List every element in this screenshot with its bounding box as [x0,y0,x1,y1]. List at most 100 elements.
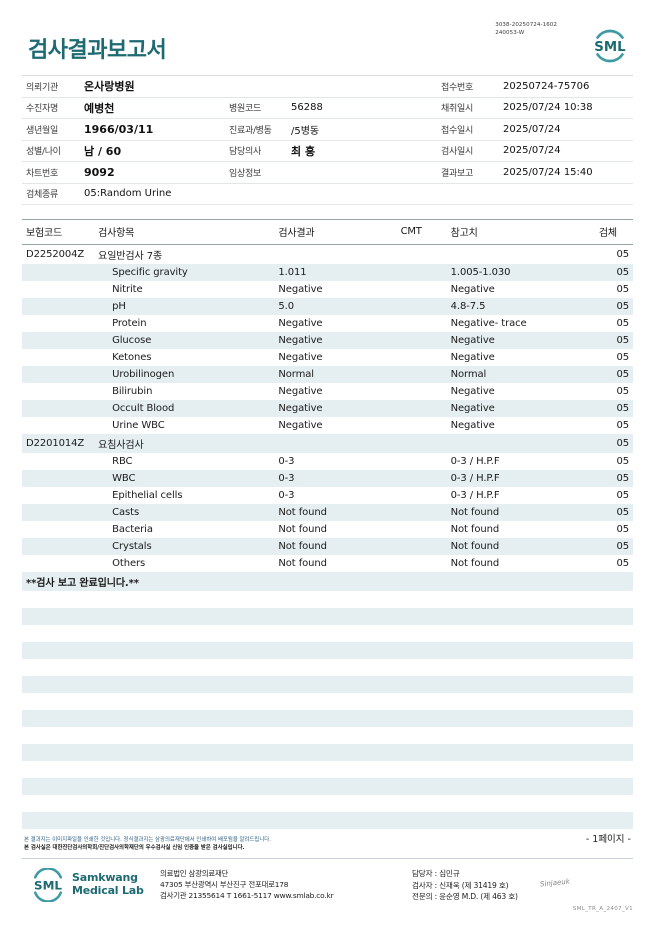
disclaimer-block: 본 결과지는 이미지파일을 인쇄한 것입니다. 정식결과지는 삼광의료재단에서 … [24,836,271,852]
cell-reference: Not found [450,524,500,535]
cell-blank [598,812,633,829]
barcode-number-block: 3038-20250724-1602 240053-W [495,22,557,37]
table-row: Casts Not found Not found 05 [22,504,633,521]
cell-cmt [400,298,439,315]
table-row-blank [22,608,633,625]
cell-cmt [400,504,439,521]
cell-blank [599,591,633,608]
cell-blank [401,591,439,608]
cell-blank [438,676,599,693]
cell-reference: 4.8-7.5 [438,298,599,315]
table-row-blank [22,676,633,693]
cell-blank [439,659,599,676]
cell-code [22,281,98,298]
disclaimer-line-1: 본 결과지는 이미지파일을 인쇄한 것입니다. 정식결과지는 삼광의료재단에서 … [24,837,271,843]
cell-blank [438,642,599,659]
info-row: 의뢰기관 온사랑병원 접수번호 20250724-75706 [22,76,633,98]
patient-info-block: 의뢰기관 온사랑병원 접수번호 20250724-75706 수진자명 예병천 … [22,75,633,205]
table-row: D2252004Z 요일반검사 7종 05 [22,245,633,265]
cell-blank [278,829,400,846]
cell-blank [98,676,279,693]
cell-blank [98,761,278,778]
cell-result: Negative [278,420,323,431]
cell-item: Urine WBC [112,420,165,431]
staff-handler: 담당자 : 심민규 [412,869,460,878]
info-value-department-ward: /5병동 [291,125,320,137]
cell-blank [22,778,99,795]
cell-blank [400,608,439,625]
cell-cmt [401,281,439,298]
table-row: Urobilinogen Normal Normal 05 [22,366,633,383]
table-row-blank [22,812,633,829]
info-label-clinical-info: 임상정보 [229,168,261,179]
cell-reference: Negative [450,352,495,363]
cell-blank [599,761,633,778]
table-row: Epithelial cells 0-3 0-3 / H.P.F 05 [22,487,633,504]
cell-cmt [400,332,439,349]
cell-result: 5.0 [278,298,401,315]
table-row-blank [22,744,633,761]
cell-blank [278,778,401,795]
cell-specimen: 05 [616,558,629,569]
cell-code [22,349,98,366]
cell-blank [438,608,599,625]
table-row-blank [22,727,633,744]
info-value-patient-name: 예병천 [84,101,115,115]
cell-cmt [400,434,439,453]
column-header-code: 보험코드 [22,219,99,245]
cell-blank [22,642,99,659]
cell-blank [22,812,99,829]
address-line-3: 검사기관 21355614 T 1661-5117 www.smlab.co.k… [160,891,334,901]
info-label-sex-age: 성별/나이 [26,147,61,158]
cell-blank [400,778,439,795]
info-label-specimen-type: 검체종류 [26,190,58,201]
cell-specimen: 05 [616,420,629,431]
cell-blank [278,608,401,625]
table-row-blank [22,659,633,676]
cell-code [22,453,98,470]
cell-code [22,383,98,400]
cell-blank [22,676,99,693]
table-row: Ketones Negative Negative 05 [22,349,633,366]
cell-blank [401,795,439,812]
info-value-hospital-code: 56288 [291,102,323,114]
cell-blank [278,710,401,727]
cell-blank [439,625,599,642]
cell-cmt [400,366,439,383]
cell-cmt [401,487,439,504]
cell-blank [22,710,99,727]
cell-blank [98,812,279,829]
info-value-report-datetime: 2025/07/24 15:40 [503,166,593,178]
cell-item: Bilirubin [112,386,153,397]
info-value-institution: 온사랑병원 [84,80,135,94]
cell-specimen: 05 [598,400,633,417]
cell-blank [98,642,279,659]
cell-blank [278,591,400,608]
cell-blank [22,795,98,812]
cell-blank [98,710,279,727]
info-label-institution: 의뢰기관 [26,82,58,93]
cell-reference: Not found [450,558,500,569]
cell-reference: Negative [450,386,495,397]
cell-reference: Negative [438,400,599,417]
info-label-department-ward: 진료과/병동 [229,125,272,136]
document-footer: SML Samkwang Medical Lab 의료법인 삼광의료재단 473… [0,862,655,912]
results-table-container: 보험코드 검사항목 검사결과 CMT 참고치 검체 D2252004Z 요일반검사… [22,219,633,846]
cell-specimen: 05 [616,456,629,467]
cell-blank [599,659,633,676]
cell-specimen: 05 [616,524,629,535]
staff-tester: 검사자 : 신재욱 (제 31419 호) [412,880,509,890]
table-row-blank [22,693,633,710]
cell-blank [439,829,599,846]
cell-cmt [400,264,439,281]
table-row: Others Not found Not found 05 [22,555,633,572]
cell-cmt [401,315,439,332]
cell-cmt [401,555,439,572]
cell-result: Negative [278,318,323,329]
document-header: 검사결과보고서 3038-20250724-1602 240053-W SML [0,0,655,75]
cell-item: 요침사검사 [98,434,279,453]
cell-code [22,366,99,383]
cell-reference: 0-3 / H.P.F [450,456,500,467]
info-label-report-datetime: 결과보고 [441,168,473,179]
cell-code: D2201014Z [22,434,99,453]
